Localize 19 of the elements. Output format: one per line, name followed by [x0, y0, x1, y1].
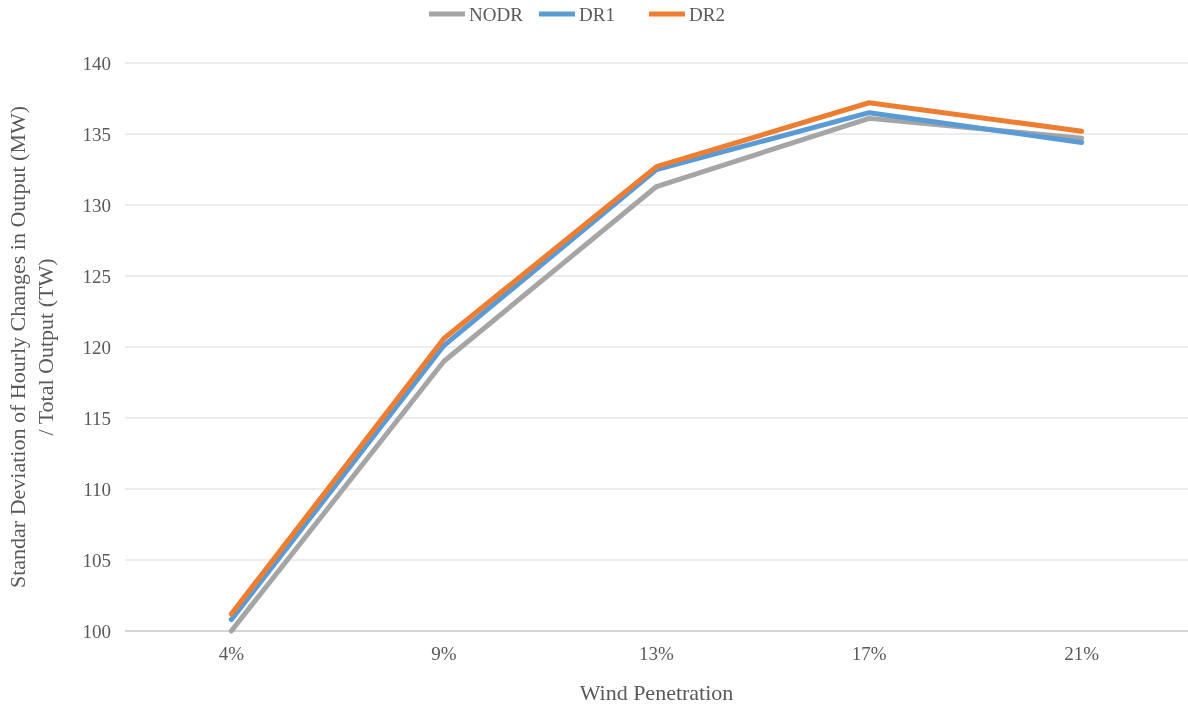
y-tick-label: 130 — [82, 194, 111, 216]
x-tick-label: 4% — [218, 643, 245, 664]
y-tick-label: 115 — [83, 407, 111, 429]
y-tick-label: 135 — [82, 123, 111, 145]
y-tick-label: 100 — [82, 620, 111, 642]
legend-label: DR2 — [689, 3, 725, 25]
x-tick-label: 17% — [851, 643, 887, 664]
x-tick-label: 13% — [639, 643, 675, 664]
x-tick-label: 21% — [1064, 643, 1100, 664]
x-tick-label: 9% — [431, 643, 457, 664]
y-tick-label: 110 — [83, 478, 111, 500]
y-axis-title: Standar Deviation of Hourly Changes in Output (MW) / Total Output (TW) — [5, 105, 58, 589]
y-tick-label: 140 — [82, 52, 111, 74]
y-tick-label: 105 — [82, 549, 111, 571]
legend-label: DR1 — [579, 3, 615, 25]
y-tick-label: 120 — [82, 336, 111, 358]
x-axis-title: Wind Penetration — [579, 680, 734, 705]
y-tick-label: 125 — [82, 265, 111, 287]
legend-label: NODR — [469, 3, 524, 25]
